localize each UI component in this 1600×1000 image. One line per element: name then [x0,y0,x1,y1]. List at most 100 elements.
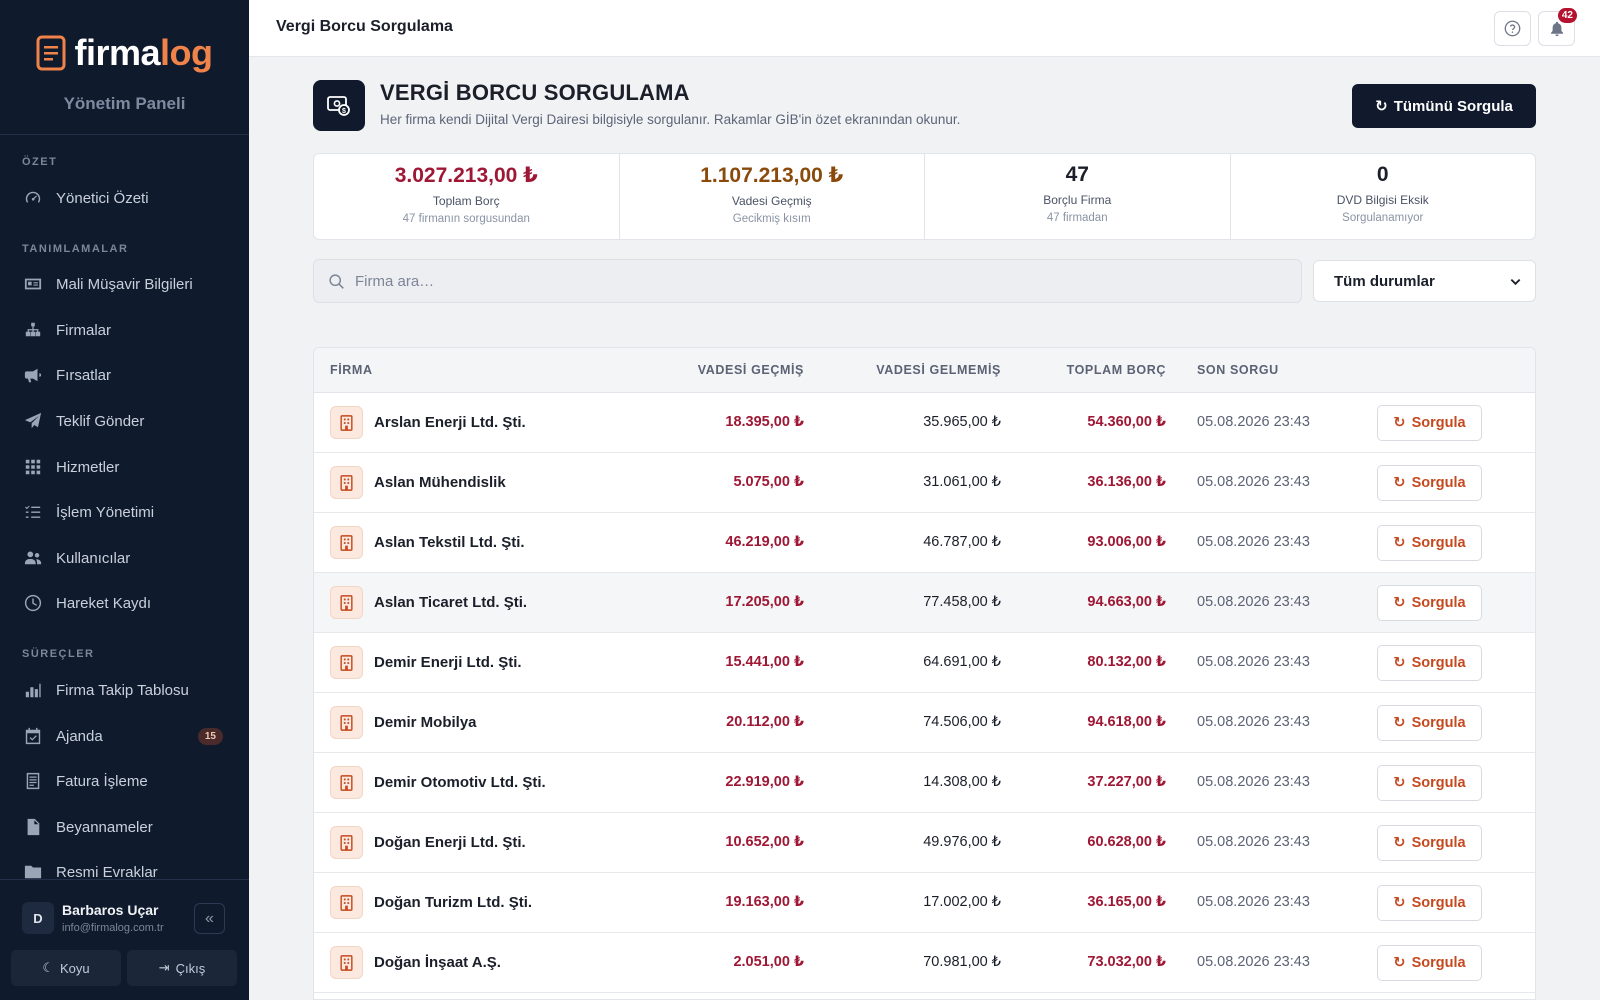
query-button[interactable]: ↻ Sorgula [1377,465,1482,501]
sidebar-item-operations[interactable]: İşlem Yönetimi [0,492,249,532]
search-icon [329,273,344,289]
stat-sub: 47 firmadan [1046,212,1108,224]
column-header-not-due[interactable]: VADESİ GELMEMİŞ [876,363,1001,377]
table-row[interactable]: Aslan Ticaret Ltd. Şti. 17.205,00 ₺ 77.458… [314,573,1535,633]
table-row[interactable]: Demir Mobilya 20.112,00 ₺ 74.506,00 ₺ 94.61… [314,693,1535,753]
total-debt-amount: 36.165,00 ₺ [1087,894,1166,910]
firm-name[interactable]: Aslan Mühendislik [374,474,506,491]
refresh-icon: ↻ [1375,98,1388,115]
query-button[interactable]: ↻ Sorgula [1377,405,1482,441]
money-search-icon: $ [327,95,350,116]
table-row[interactable]: Arslan Enerji Ltd. Şti. 18.395,00 ₺ 35.965… [314,393,1535,453]
double-chevron-left-icon: « [205,909,214,927]
sidebar-item-services[interactable]: Hizmetler [0,447,249,487]
column-header-overdue[interactable]: VADESİ GEÇMİŞ [697,363,804,377]
stat-total-debt: 3.027.213,00 ₺ Toplam Borç 47 firmanın s… [314,154,620,239]
question-circle-icon [1504,20,1521,37]
firm-name[interactable]: Doğan İnşaat A.Ş. [374,954,501,971]
query-button[interactable]: ↻ Sorgula [1377,945,1482,981]
sidebar-item-label: Firma Takip Tablosu [56,681,189,699]
logo[interactable]: firmalog [36,32,213,74]
query-button[interactable]: ↻ Sorgula [1377,525,1482,561]
table-row[interactable]: Aslan Mühendislik 5.075,00 ₺ 31.061,00 ₺ 36… [314,453,1535,513]
table-row[interactable]: Doğan İnşaat A.Ş. 2.051,00 ₺ 70.981,00 ₺ 73… [314,933,1535,993]
sidebar-item-official-documents[interactable]: Resmi Evraklar [0,852,249,892]
sidebar-item-send-offer[interactable]: Teklif Gönder [0,401,249,441]
table-row[interactable]: Doğan Enerji Ltd. Şti. 10.652,00 ₺ 49.976,… [314,813,1535,873]
sidebar-item-label: Kullanıcılar [56,549,131,567]
sidebar-item-firms[interactable]: Firmalar [0,310,249,350]
status-filter-select[interactable]: Tüm durumlar [1313,260,1536,302]
last-query-time: 05.08.2026 23:43 [1197,654,1310,670]
sidebar-item-agenda[interactable]: Ajanda 15 [0,716,249,756]
firm-name[interactable]: Demir Enerji Ltd. Şti. [374,654,522,671]
overdue-amount: 18.395,00 ₺ [725,414,804,430]
sidebar-item-label: Beyannameler [56,818,153,836]
building-icon [330,406,363,439]
firm-name[interactable]: Doğan Enerji Ltd. Şti. [374,834,526,851]
query-button-label: Sorgula [1411,535,1466,551]
table-row[interactable]: Aslan Tekstil Ltd. Şti. 46.219,00 ₺ 46.787… [314,513,1535,573]
firm-name[interactable]: Aslan Tekstil Ltd. Şti. [374,534,525,551]
not-due-amount: 35.965,00 ₺ [923,414,1001,430]
sidebar-item-executive-summary[interactable]: Yönetici Özeti [0,178,249,218]
query-all-label: Tümünü Sorgula [1393,97,1513,115]
query-all-button[interactable]: ↻ Tümünü Sorgula [1352,84,1536,128]
page-subtitle: Her firma kendi Dijital Vergi Dairesi bi… [380,112,961,127]
receipt-icon [24,772,42,790]
id-card-icon [24,275,42,293]
firm-name[interactable]: Demir Otomotiv Ltd. Şti. [374,774,546,791]
nav-section-surecler: SÜREÇLER [22,648,95,660]
firm-name[interactable]: Demir Mobilya [374,714,477,731]
folder-icon [24,863,42,881]
column-header-last-query[interactable]: SON SORGU [1197,363,1279,377]
sidebar-item-invoice-processing[interactable]: Fatura İşleme [0,761,249,801]
sidebar-item-activity-log[interactable]: Hareket Kaydı [0,583,249,623]
avatar[interactable]: D [22,902,54,934]
sidebar-item-users[interactable]: Kullanıcılar [0,538,249,578]
query-button[interactable]: ↻ Sorgula [1377,705,1482,741]
collapse-sidebar-button[interactable]: « [194,903,225,934]
stat-label: Borçlu Firma [1043,193,1112,207]
column-header-total[interactable]: TOPLAM BORÇ [1066,363,1166,377]
sidebar-item-opportunities[interactable]: Fırsatlar [0,355,249,395]
total-debt-amount: 36.136,00 ₺ [1087,474,1166,490]
brand-name: firmalog [74,32,213,73]
sidebar: firmalog Yönetim Paneli ÖZET TANIMLAMALA… [0,0,249,1000]
panel-subtitle: Yönetim Paneli [63,94,186,113]
sidebar-item-declarations[interactable]: Beyannameler [0,807,249,847]
overdue-amount: 46.219,00 ₺ [725,534,804,550]
table-row[interactable]: Demir Enerji Ltd. Şti. 15.441,00 ₺ 64.691,… [314,633,1535,693]
summary-stats: 3.027.213,00 ₺ Toplam Borç 47 firmanın s… [313,153,1536,240]
query-button[interactable]: ↻ Sorgula [1377,825,1482,861]
table-row[interactable]: Doğan Turizm Ltd. Şti. 19.163,00 ₺ 17.002,… [314,873,1535,933]
firm-name[interactable]: Aslan Ticaret Ltd. Şti. [374,594,528,611]
sidebar-item-firm-tracking[interactable]: Firma Takip Tablosu [0,670,249,710]
theme-toggle-button[interactable]: ☾ Koyu [11,950,121,986]
building-icon [330,826,363,859]
topbar-title: Vergi Borcu Sorgulama [276,18,453,35]
query-button[interactable]: ↻ Sorgula [1377,765,1482,801]
logout-button[interactable]: ⇥ Çıkış [127,950,237,986]
refresh-icon: ↻ [1393,655,1406,671]
sidebar-item-accountant-info[interactable]: Mali Müşavir Bilgileri [0,264,249,304]
query-button-label: Sorgula [1411,955,1466,971]
help-button[interactable] [1494,11,1531,46]
not-due-amount: 70.981,00 ₺ [923,954,1001,970]
query-button[interactable]: ↻ Sorgula [1377,585,1482,621]
table-row[interactable]: Demir Otomotiv Ltd. Şti. 22.919,00 ₺ 14.30… [314,753,1535,813]
sidebar-item-label: İşlem Yönetimi [56,503,155,521]
query-button[interactable]: ↻ Sorgula [1377,885,1482,921]
sidebar-item-label: Mali Müşavir Bilgileri [56,275,193,293]
notifications-button[interactable]: 42 [1538,8,1577,46]
search-box [313,259,1302,303]
clock-icon [24,594,42,612]
query-button[interactable]: ↻ Sorgula [1377,645,1482,681]
search-input[interactable] [355,272,1255,290]
user-box: D Barbaros Uçar info@firmalog.com.tr « ☾… [0,879,249,1000]
user-email: info@firmalog.com.tr [62,922,164,934]
firm-name[interactable]: Arslan Enerji Ltd. Şti. [374,414,526,431]
column-header-firm[interactable]: FİRMA [330,363,373,377]
firm-name[interactable]: Doğan Turizm Ltd. Şti. [374,894,533,911]
stat-label: Toplam Borç [432,194,500,208]
